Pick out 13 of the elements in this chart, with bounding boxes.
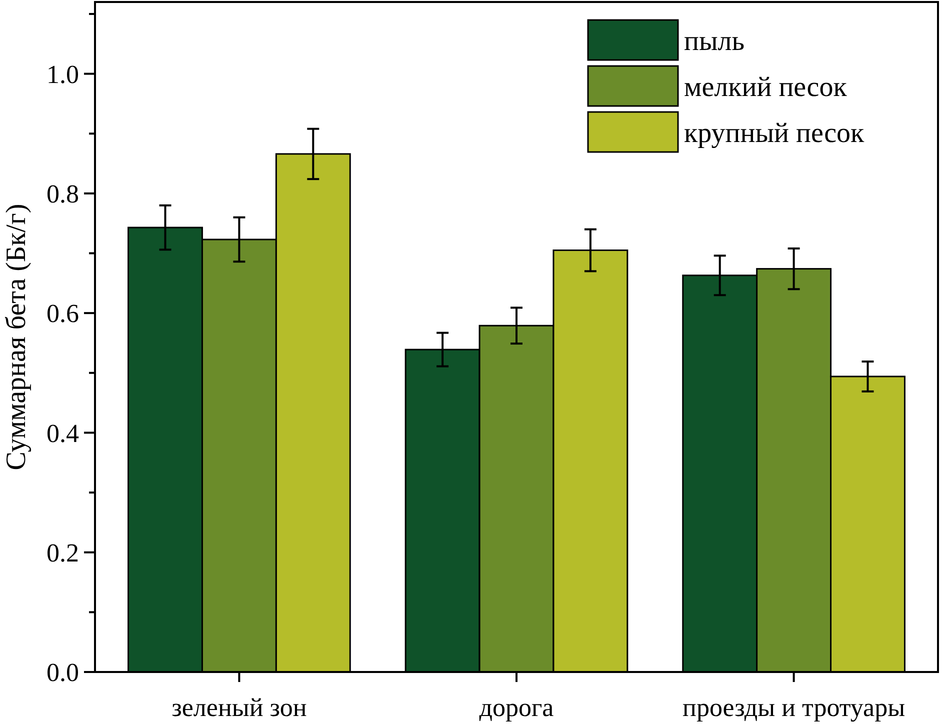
- y-axis-title: Суммарная бета (Бк/г): [1, 204, 32, 470]
- y-tick-label: 0.4: [46, 418, 79, 448]
- x-tick-label: проезды и тротуары: [682, 693, 906, 722]
- y-tick-label: 0.8: [46, 180, 79, 209]
- legend-label: пыль: [684, 26, 745, 57]
- x-tick-label: зеленый зон: [172, 693, 307, 722]
- legend-label: крупный песок: [684, 118, 865, 149]
- y-tick-label: 0.2: [46, 538, 79, 568]
- x-tick-label: дорога: [479, 693, 554, 722]
- y-tick-label: 0.6: [46, 299, 79, 328]
- y-tick-label: 1.0: [46, 60, 79, 89]
- legend-label: мелкий песок: [684, 72, 848, 103]
- y-tick-label: 0.0: [46, 658, 79, 688]
